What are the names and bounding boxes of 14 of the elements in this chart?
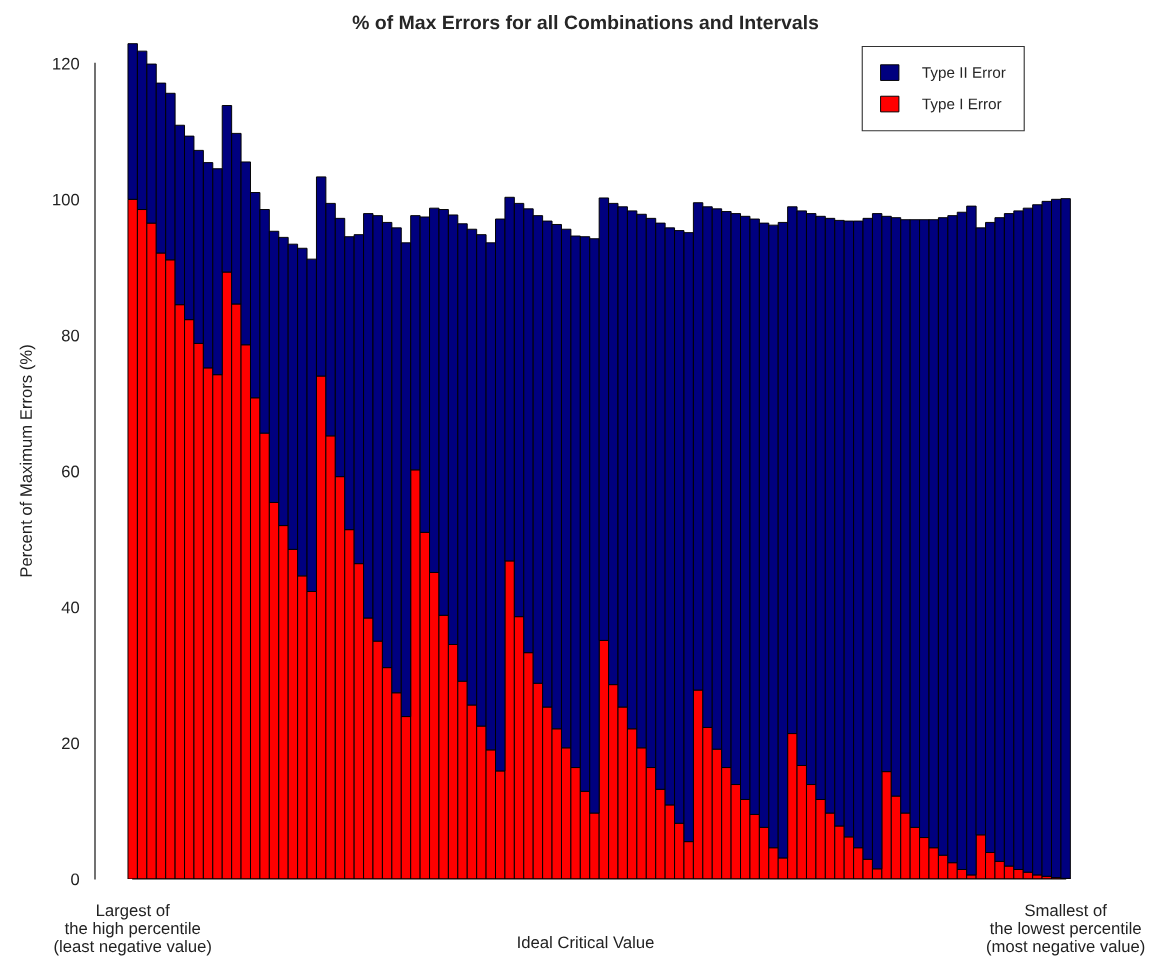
legend-label: Type I Error — [922, 98, 1002, 113]
y-tick-label: 80 — [61, 329, 80, 342]
y-tick-label: 20 — [62, 737, 80, 750]
y-tick-label: 0 — [71, 873, 80, 886]
x-tick-label: Largest of the high percentile (least negative value) — [54, 904, 211, 956]
y-tick-label: 120 — [53, 57, 80, 70]
x-axis-title: Ideal Critical Value — [518, 936, 654, 949]
legend-label: Type II Error — [922, 67, 1006, 81]
chart-title: % of Max Errors for all Combinations and Intervals — [352, 15, 819, 30]
y-tick-label: 40 — [61, 601, 80, 614]
y-tick-label: 60 — [62, 465, 80, 478]
y-tick-label: 100 — [53, 193, 80, 206]
y-axis-title: Percent of Maximum Errors (%) — [19, 345, 36, 577]
x-tick-label: Smallest of the lowest percentile (most negative value) — [987, 904, 1145, 956]
